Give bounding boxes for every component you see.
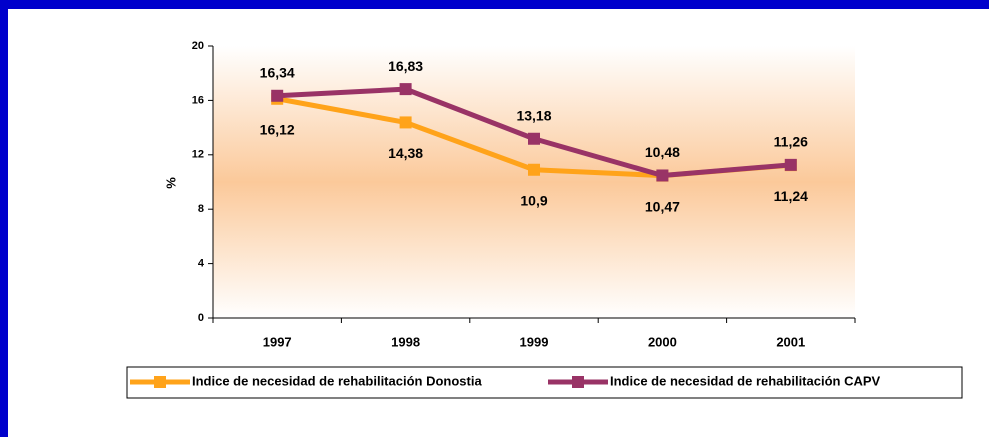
marker bbox=[784, 158, 797, 171]
marker bbox=[528, 132, 540, 145]
legend-label: Indice de necesidad de rehabilitación CA… bbox=[610, 373, 881, 388]
y-tick-label: 20 bbox=[192, 40, 204, 52]
legend-label: Indice de necesidad de rehabilitación Do… bbox=[192, 373, 482, 388]
y-axis-label: % bbox=[163, 177, 178, 189]
data-label: 10,47 bbox=[645, 198, 680, 214]
marker bbox=[528, 163, 540, 176]
data-label: 16,34 bbox=[260, 64, 295, 80]
legend-swatch-marker bbox=[572, 376, 584, 388]
frame-left bbox=[0, 0, 8, 437]
y-tick-label: 8 bbox=[198, 203, 204, 215]
data-label: 16,12 bbox=[260, 121, 295, 137]
x-tick-label: 2000 bbox=[648, 334, 677, 349]
marker bbox=[271, 89, 284, 102]
x-tick-label: 1997 bbox=[263, 334, 292, 349]
frame-top bbox=[0, 0, 989, 9]
legend-swatch-marker bbox=[154, 376, 166, 388]
marker bbox=[399, 116, 412, 129]
x-tick-label: 1999 bbox=[520, 334, 549, 349]
data-label: 16,83 bbox=[388, 58, 423, 74]
data-label: 10,48 bbox=[645, 144, 680, 160]
y-tick-label: 0 bbox=[198, 312, 204, 324]
y-tick-label: 16 bbox=[192, 94, 204, 106]
data-label: 14,38 bbox=[388, 145, 423, 161]
y-tick-label: 12 bbox=[192, 149, 204, 161]
marker bbox=[656, 169, 669, 182]
y-tick-label: 4 bbox=[198, 258, 205, 270]
data-label: 10,9 bbox=[520, 192, 547, 208]
data-label: 11,26 bbox=[774, 134, 808, 150]
marker bbox=[399, 83, 412, 96]
x-tick-label: 2001 bbox=[776, 334, 805, 349]
legend-box bbox=[126, 366, 963, 399]
data-label: 13,18 bbox=[516, 107, 551, 123]
plot-area bbox=[213, 46, 855, 318]
data-label: 11,24 bbox=[774, 188, 808, 204]
x-tick-label: 1998 bbox=[391, 334, 420, 349]
